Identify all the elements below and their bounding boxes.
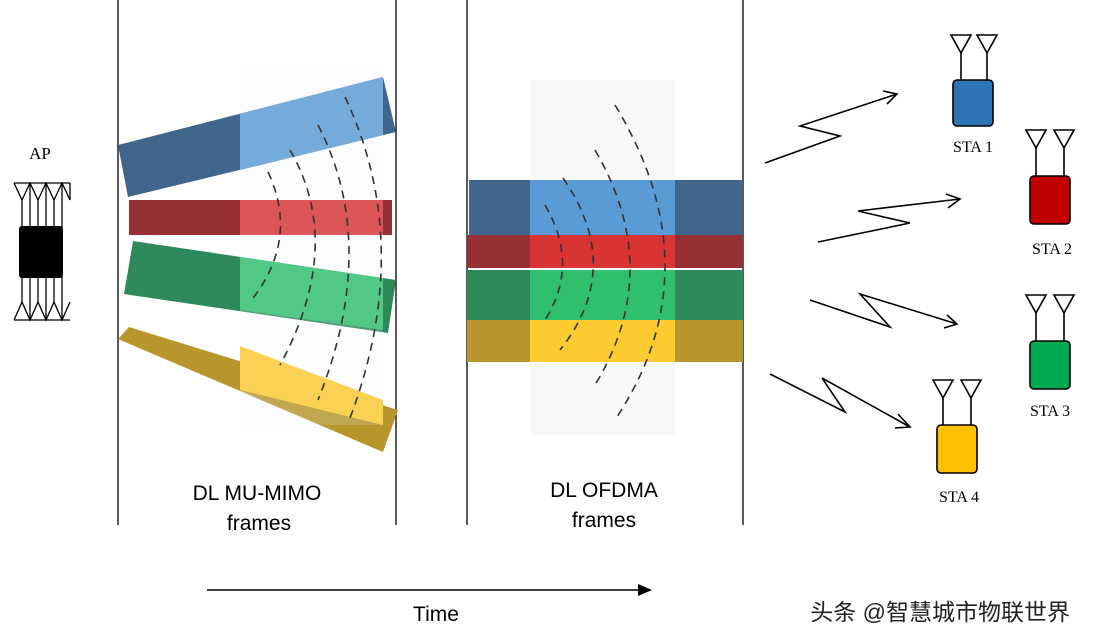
stream-segment <box>530 235 675 268</box>
mu-mimo-overlay <box>240 70 383 425</box>
wave-arc <box>279 149 316 366</box>
access-point-icon: AP <box>13 144 71 322</box>
station-3-label: STA 3 <box>1030 403 1070 420</box>
stream-segment <box>240 257 383 330</box>
ofdma-streams <box>467 80 743 435</box>
stream-segment <box>530 180 675 235</box>
ofdma-label-line2: frames <box>572 509 636 532</box>
watermark-text: 头条 @智慧城市物联世界 <box>810 599 1070 625</box>
wireless-arrow-heads <box>882 90 962 429</box>
wireless-arrow-sta1 <box>764 93 898 164</box>
stream-segment <box>530 270 675 320</box>
ofdma-stream-yellow <box>467 320 743 362</box>
mu-mimo-streams <box>118 70 398 452</box>
station-4: STA 4 <box>931 379 983 506</box>
station-3: STA 3 <box>1024 294 1076 420</box>
wave-arc <box>544 204 564 321</box>
ofdma-label-line1: DL OFDMA <box>550 479 658 502</box>
station-1-label: STA 1 <box>953 139 993 156</box>
ofdma-stream-red <box>467 235 743 268</box>
mu-mimo-label-line2: frames <box>227 512 291 535</box>
stations: STA 1 STA 2 STA 3 STA 4 <box>931 34 1076 506</box>
wave-arc <box>249 171 282 303</box>
stream-segment <box>240 200 383 235</box>
station-2-label: STA 2 <box>1032 241 1072 258</box>
wave-arc <box>594 149 631 386</box>
wave-arc <box>344 96 383 419</box>
mu-mimo-stream-red <box>129 200 392 235</box>
mu-mimo-wave-arcs <box>249 96 383 419</box>
station-1: STA 1 <box>949 34 999 156</box>
ap-label: AP <box>29 144 51 163</box>
time-arrow-head <box>638 584 652 596</box>
station-4-label: STA 4 <box>939 489 979 506</box>
wave-arc <box>614 104 666 421</box>
time-axis: Time <box>207 584 652 626</box>
wireless-arrow-sta4 <box>769 373 911 428</box>
ofdma-wave-arcs <box>544 104 666 421</box>
station-2: STA 2 <box>1024 129 1076 258</box>
ofdma-stream-green <box>467 270 743 320</box>
mu-mimo-stream-yellow <box>118 327 398 452</box>
wave-arc <box>317 124 350 401</box>
mu-mimo-label-line1: DL MU-MIMO <box>193 482 322 505</box>
station-3-body <box>1029 340 1071 390</box>
wireless-arrow-sta3 <box>809 292 958 329</box>
stream-segment <box>530 320 675 362</box>
time-label: Time <box>413 603 459 626</box>
wireless-arrow-sta2 <box>817 198 961 243</box>
stream-segment <box>240 346 383 425</box>
station-4-body <box>936 424 978 474</box>
mu-mimo-stream-green <box>124 241 396 333</box>
station-2-body <box>1029 175 1071 225</box>
wave-arc <box>559 177 595 351</box>
wireless-arrows <box>764 93 961 428</box>
station-1-body <box>952 79 994 127</box>
ofdma-stream-blue <box>469 180 743 235</box>
